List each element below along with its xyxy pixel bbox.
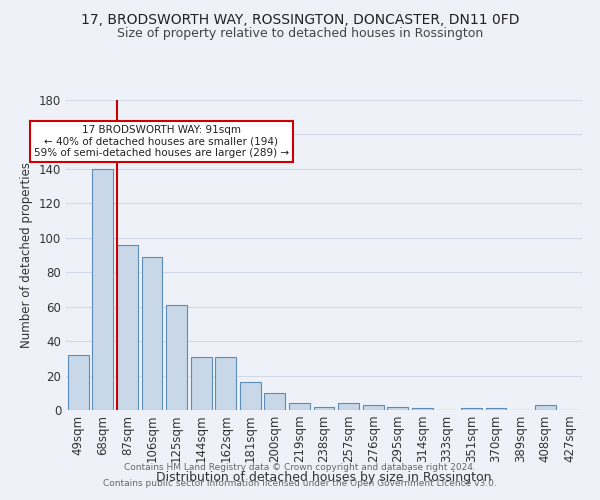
Bar <box>338 403 359 410</box>
Bar <box>362 405 383 410</box>
Bar <box>191 356 212 410</box>
Bar <box>240 382 261 410</box>
Bar <box>215 356 236 410</box>
Text: Contains public sector information licensed under the Open Government Licence v3: Contains public sector information licen… <box>103 478 497 488</box>
Text: Size of property relative to detached houses in Rossington: Size of property relative to detached ho… <box>117 28 483 40</box>
Bar <box>289 403 310 410</box>
Bar <box>387 406 408 410</box>
Bar <box>117 244 138 410</box>
Bar <box>92 169 113 410</box>
Bar <box>68 355 89 410</box>
Text: 17, BRODSWORTH WAY, ROSSINGTON, DONCASTER, DN11 0FD: 17, BRODSWORTH WAY, ROSSINGTON, DONCASTE… <box>81 12 519 26</box>
Bar <box>461 408 482 410</box>
Bar <box>314 406 334 410</box>
Bar <box>412 408 433 410</box>
Text: Contains HM Land Registry data © Crown copyright and database right 2024.: Contains HM Land Registry data © Crown c… <box>124 464 476 472</box>
Bar <box>265 393 286 410</box>
Bar <box>535 405 556 410</box>
Bar <box>584 406 600 410</box>
X-axis label: Distribution of detached houses by size in Rossington: Distribution of detached houses by size … <box>156 471 492 484</box>
Bar <box>166 305 187 410</box>
Text: 17 BRODSWORTH WAY: 91sqm
← 40% of detached houses are smaller (194)
59% of semi-: 17 BRODSWORTH WAY: 91sqm ← 40% of detach… <box>34 125 289 158</box>
Bar <box>485 408 506 410</box>
Bar <box>142 256 163 410</box>
Y-axis label: Number of detached properties: Number of detached properties <box>20 162 33 348</box>
